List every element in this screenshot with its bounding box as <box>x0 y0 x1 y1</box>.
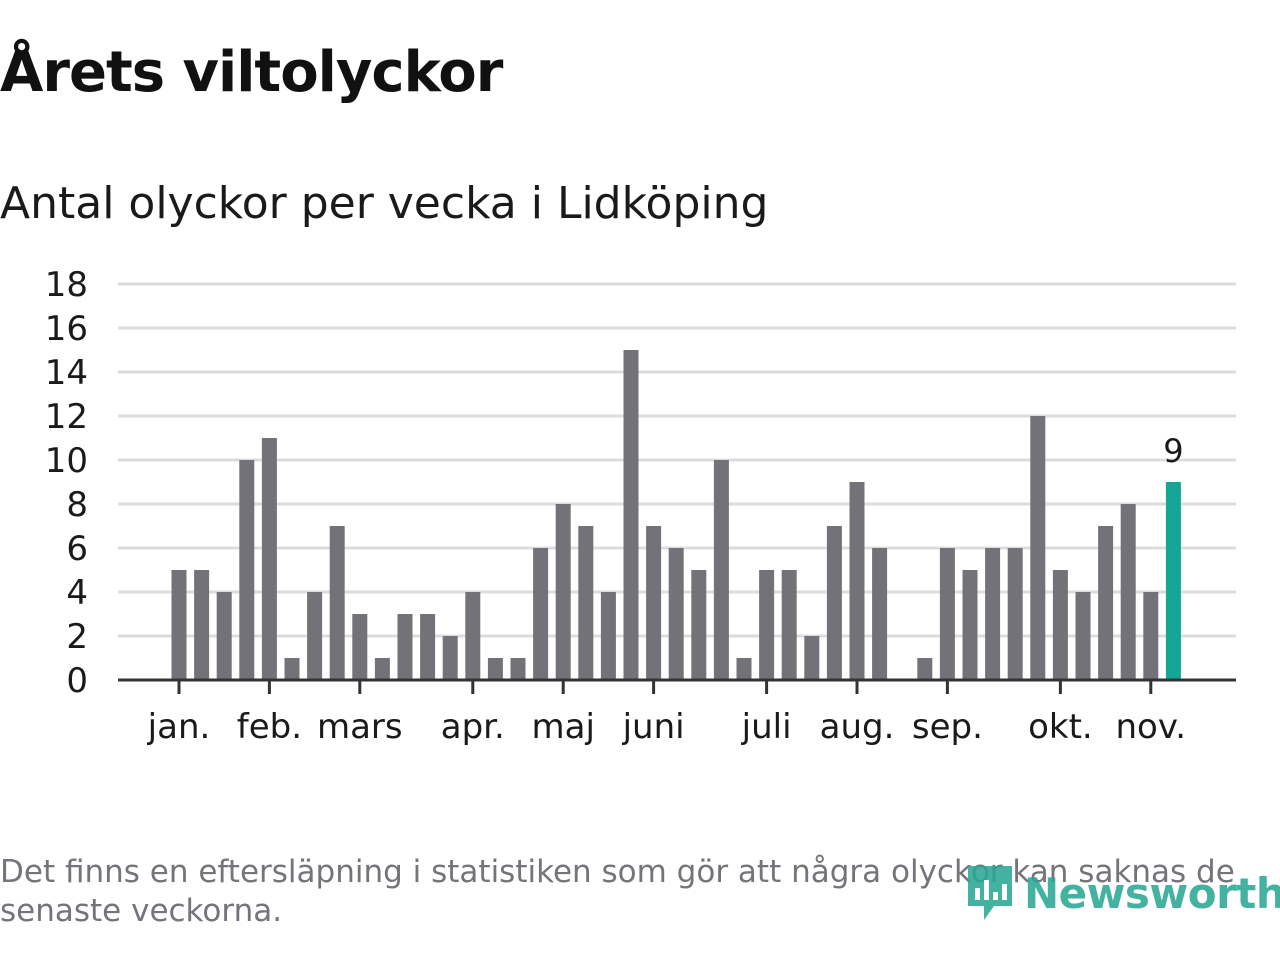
bar <box>1052 570 1068 680</box>
newsworthy-logo-icon <box>968 866 1012 920</box>
bar <box>307 592 323 680</box>
y-tick-label: 14 <box>45 353 88 393</box>
x-tick-label: apr. <box>441 707 505 747</box>
bar-highlight <box>1165 482 1181 680</box>
x-tick-label: jan. <box>147 707 211 747</box>
brand-logo: Newsworthy <box>964 862 1280 924</box>
bar <box>917 658 933 680</box>
bar <box>1075 592 1091 680</box>
bars: 9 <box>171 350 1184 680</box>
bar <box>555 504 571 680</box>
bar <box>397 614 413 680</box>
bar <box>691 570 707 680</box>
x-tick-label: okt. <box>1028 707 1093 747</box>
bar <box>442 636 458 680</box>
y-tick-label: 6 <box>66 529 88 569</box>
x-tick-label: sep. <box>912 707 983 747</box>
brand-name: Newsworthy <box>1024 868 1280 918</box>
x-tick-label: juli <box>741 707 792 747</box>
bar <box>826 526 842 680</box>
y-tick-label: 18 <box>45 265 88 305</box>
y-tick-label: 12 <box>45 397 88 437</box>
bar <box>1007 548 1023 680</box>
bar <box>510 658 526 680</box>
x-tick-label: mars <box>317 707 403 747</box>
bar <box>600 592 616 680</box>
bar <box>736 658 752 680</box>
bar <box>239 460 255 680</box>
bar <box>962 570 978 680</box>
bar <box>194 570 210 680</box>
bar <box>171 570 187 680</box>
bar <box>985 548 1001 680</box>
bar <box>872 548 888 680</box>
bar <box>487 658 503 680</box>
bar <box>578 526 594 680</box>
x-tick-label: maj <box>531 707 594 747</box>
y-tick-label: 4 <box>66 573 88 613</box>
bar <box>352 614 368 680</box>
x-tick-label: juni <box>622 707 685 747</box>
bar <box>216 592 232 680</box>
x-axis-tick-labels: jan. feb. mars apr. maj juni juli aug. sep. okt. n… <box>147 680 1186 747</box>
bar <box>374 658 390 680</box>
bar <box>668 548 684 680</box>
bar <box>1120 504 1136 680</box>
bar <box>804 636 820 680</box>
chart-title: Årets viltolyckor <box>0 40 503 105</box>
y-tick-label: 10 <box>45 441 88 481</box>
bar <box>939 548 955 680</box>
y-tick-label: 2 <box>66 617 88 657</box>
bar <box>1030 416 1046 680</box>
footnote: Det finns en eftersläpning i statistiken… <box>0 854 1235 929</box>
bar <box>465 592 481 680</box>
bar <box>781 570 797 680</box>
x-tick-label: nov. <box>1115 707 1186 747</box>
bar <box>713 460 729 680</box>
bar-data-label: 9 <box>1163 432 1183 470</box>
x-tick-label: aug. <box>820 707 895 747</box>
bar <box>759 570 775 680</box>
bar <box>284 658 300 680</box>
bar <box>623 350 639 680</box>
y-tick-label: 16 <box>45 309 88 349</box>
bar <box>1143 592 1159 680</box>
chart-subtitle: Antal olyckor per vecka i Lidköping <box>0 178 769 229</box>
bar <box>329 526 345 680</box>
bar <box>646 526 662 680</box>
bar <box>261 438 277 680</box>
bar <box>533 548 549 680</box>
y-tick-label: 8 <box>66 485 88 525</box>
bar <box>420 614 436 680</box>
y-tick-label: 0 <box>66 661 88 701</box>
bar <box>1098 526 1114 680</box>
bar <box>849 482 865 680</box>
x-tick-label: feb. <box>237 707 302 747</box>
